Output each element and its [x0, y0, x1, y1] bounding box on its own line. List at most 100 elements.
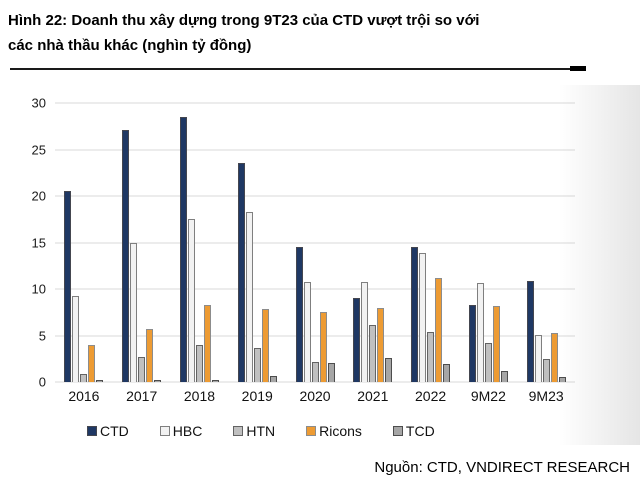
bar-tcd-2018 [211, 380, 219, 382]
bar-ctd-9m22 [468, 304, 476, 382]
bar-htn-2019 [253, 347, 261, 382]
legend-label-tcd: TCD [405, 423, 435, 439]
y-tick-label-15: 15 [31, 235, 46, 250]
gridline-5 [55, 335, 575, 336]
bar-group-2018 [171, 103, 229, 382]
bar-tcd-2019 [269, 375, 277, 382]
bar-htn-2022 [427, 331, 435, 382]
gridline-15 [55, 242, 575, 243]
title-underline-endcap [570, 66, 586, 71]
bar-htn-9m22 [484, 342, 492, 382]
bar-hbc-2018 [187, 219, 195, 382]
bar-group-2019 [228, 103, 286, 382]
x-tick-label-2022: 2022 [415, 388, 447, 404]
legend-label-htn: HTN [246, 423, 276, 439]
bar-hbc-2017 [130, 242, 138, 382]
bar-group-9M22 [459, 103, 517, 382]
bar-ricons-9m23 [550, 332, 558, 382]
x-tick-label-2020: 2020 [299, 388, 331, 404]
legend-swatch-ctd-icon [87, 426, 97, 436]
y-tick-label-30: 30 [31, 95, 46, 111]
gridline-30 [55, 102, 575, 104]
bar-tcd-2016 [96, 380, 104, 382]
bar-hbc-9m22 [476, 282, 484, 382]
y-tick-label-10: 10 [31, 281, 46, 297]
bar-ricons-2019 [261, 308, 269, 382]
bar-hbc-2016 [72, 296, 80, 382]
legend-swatch-tcd-icon [392, 426, 403, 436]
bar-group-2021 [344, 103, 402, 382]
bar-group-2016 [55, 103, 113, 382]
legend-item-hbc: HBC [159, 423, 203, 439]
legend-label-ricons: Ricons [319, 423, 362, 439]
bar-tcd-2021 [385, 357, 393, 382]
gridline-25 [55, 149, 575, 150]
bar-ricons-2017 [146, 329, 154, 382]
legend-swatch-hbc-icon [159, 426, 170, 436]
title-underline [10, 66, 586, 71]
bar-ricons-2016 [88, 344, 96, 382]
plot-area [55, 102, 575, 383]
bar-tcd-9m22 [500, 370, 508, 382]
x-tick-label-9m23: 9M23 [528, 388, 564, 404]
y-tick-label-20: 20 [31, 188, 46, 204]
bar-hbc-2022 [419, 252, 427, 382]
bar-ctd-2021 [353, 298, 361, 382]
bar-ctd-2020 [295, 247, 303, 382]
source-note: Nguồn: CTD, VNDIRECT RESEARCH [374, 459, 630, 476]
gridline-10 [55, 288, 575, 290]
bar-hbc-2021 [361, 281, 369, 382]
bar-group-2022 [402, 103, 460, 382]
bar-groups [55, 103, 575, 382]
bar-hbc-2019 [245, 211, 253, 382]
bar-ricons-2018 [203, 304, 211, 382]
legend-label-ctd: CTD [100, 423, 129, 439]
bar-tcd-2017 [154, 380, 162, 382]
bar-group-2017 [113, 103, 171, 382]
y-axis: 0 5 10 15 20 25 30 [0, 97, 46, 389]
bar-tcd-2020 [327, 363, 335, 382]
bar-ctd-2018 [179, 116, 187, 382]
legend-label-hbc: HBC [172, 423, 203, 439]
bar-ctd-2022 [411, 247, 419, 382]
legend-swatch-htn-icon [233, 426, 244, 436]
x-tick-label-2019: 2019 [241, 388, 273, 404]
legend: CTD HBC HTN Ricons TCD [87, 423, 435, 439]
y-tick-label-0: 0 [38, 374, 46, 390]
bar-hbc-2020 [303, 281, 311, 382]
bar-ricons-9m22 [492, 305, 500, 382]
bar-htn-2018 [195, 344, 203, 382]
bar-htn-2021 [369, 325, 377, 382]
bar-ctd-9m23 [526, 280, 534, 382]
x-tick-label-9m22: 9M22 [470, 388, 506, 404]
bar-chart: 0 5 10 15 20 25 30 2016 2017 2018 2019 2020 2021 202… [0, 85, 640, 450]
x-tick-label-2017: 2017 [126, 388, 158, 404]
bar-ricons-2020 [319, 312, 327, 382]
bar-ricons-2021 [377, 307, 385, 382]
bar-ctd-2016 [64, 191, 72, 382]
bar-group-2020 [286, 103, 344, 382]
legend-swatch-ricons-icon [306, 426, 317, 436]
legend-item-tcd: TCD [392, 423, 435, 439]
bar-htn-9m23 [542, 358, 550, 382]
y-tick-label-25: 25 [31, 142, 46, 157]
bar-htn-2020 [311, 361, 319, 382]
bar-hbc-9m23 [534, 334, 542, 382]
legend-item-ricons: Ricons [306, 423, 362, 439]
bar-htn-2017 [138, 356, 146, 382]
figure-title-line1: Hình 22: Doanh thu xây dựng trong 9T23 c… [8, 12, 480, 29]
figure-title: Hình 22: Doanh thu xây dựng trong 9T23 c… [8, 8, 568, 58]
bar-htn-2016 [80, 373, 88, 382]
gridline-20 [55, 195, 575, 197]
gridline-0 [55, 381, 575, 383]
bar-ricons-2022 [435, 277, 443, 382]
y-tick-label-5: 5 [38, 328, 46, 343]
bar-ctd-2019 [237, 162, 245, 382]
x-tick-label-2021: 2021 [357, 388, 389, 404]
bar-tcd-2022 [443, 364, 451, 382]
bar-ctd-2017 [122, 129, 130, 382]
legend-item-htn: HTN [233, 423, 275, 439]
legend-item-ctd: CTD [87, 423, 129, 439]
x-tick-label-2016: 2016 [68, 388, 100, 404]
